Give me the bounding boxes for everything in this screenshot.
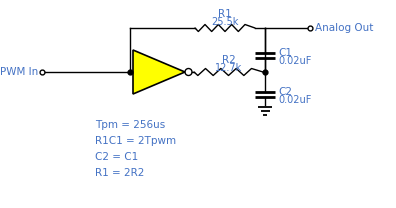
Text: C2: C2 <box>278 87 292 97</box>
Text: 12.7k: 12.7k <box>215 63 242 73</box>
Text: 0.02uF: 0.02uF <box>278 95 311 105</box>
Text: Tpm = 256us: Tpm = 256us <box>95 120 165 130</box>
Text: 0.02uF: 0.02uF <box>278 56 311 66</box>
Text: R1: R1 <box>218 9 232 19</box>
Text: C1: C1 <box>278 48 292 58</box>
Text: C2 = C1: C2 = C1 <box>95 152 138 162</box>
Text: R1C1 = 2Tpwm: R1C1 = 2Tpwm <box>95 136 176 146</box>
Polygon shape <box>133 50 185 94</box>
Text: PWM In: PWM In <box>0 67 38 77</box>
Text: R1 = 2R2: R1 = 2R2 <box>95 168 145 178</box>
Text: 25.5k: 25.5k <box>211 17 239 27</box>
Text: R2: R2 <box>222 55 235 65</box>
Text: Analog Out: Analog Out <box>315 23 373 33</box>
